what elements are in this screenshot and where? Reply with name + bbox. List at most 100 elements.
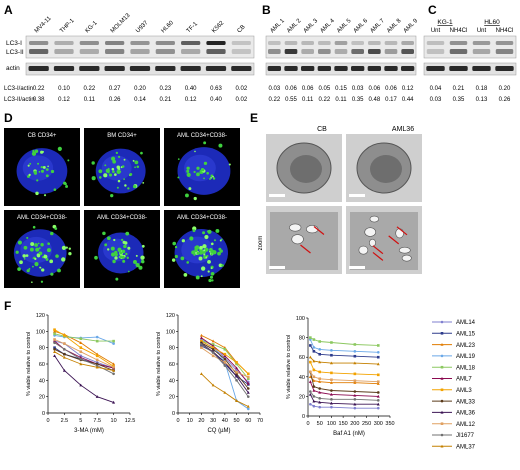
lc3-puncta bbox=[26, 236, 29, 239]
lc3-puncta bbox=[209, 178, 211, 180]
band-label-lc3-ii: LC3-II bbox=[6, 49, 24, 56]
lc3-puncta bbox=[196, 172, 200, 177]
lc3-i-actin-value: 0.06 bbox=[285, 86, 297, 92]
lc3-puncta bbox=[50, 272, 54, 276]
lc3-puncta bbox=[45, 174, 49, 178]
lc3-puncta bbox=[212, 175, 214, 178]
lc3-puncta bbox=[65, 246, 68, 249]
lc3-puncta bbox=[111, 156, 116, 161]
x-tick-label: 20 bbox=[198, 418, 204, 424]
actin-band bbox=[367, 66, 381, 71]
data-point bbox=[309, 370, 312, 374]
lane-label: AML 9 bbox=[403, 18, 420, 35]
data-point bbox=[309, 336, 312, 339]
panel-b-lane-labels: AML 1 AML 2 AML 3 AML 4 AML 5 AML 6 AML 7 AML 8… bbox=[270, 18, 420, 35]
legend-label: AML3 bbox=[456, 388, 472, 394]
lane-label: TF-1 bbox=[186, 21, 200, 35]
lane-label: AML 3 bbox=[303, 18, 320, 35]
lc3-puncta bbox=[42, 165, 46, 169]
actin-band bbox=[472, 66, 491, 71]
data-point bbox=[79, 355, 83, 359]
lc3-puncta bbox=[140, 259, 145, 264]
data-point bbox=[312, 375, 316, 379]
y-tick-label: 60 bbox=[169, 362, 175, 368]
autophagosome bbox=[291, 234, 304, 245]
autophagosome bbox=[369, 238, 376, 247]
lc3-puncta bbox=[117, 179, 121, 183]
lc3-puncta bbox=[40, 150, 44, 154]
lc3-puncta bbox=[218, 143, 223, 148]
lc3-puncta bbox=[119, 170, 122, 173]
data-point bbox=[330, 405, 333, 409]
data-point bbox=[353, 406, 357, 410]
lc3-ii-band bbox=[54, 49, 74, 54]
x-tick-label: 30 bbox=[210, 418, 216, 424]
lc3-puncta bbox=[106, 236, 111, 241]
lc3-i-band bbox=[351, 41, 364, 45]
panel-a-lane-labels: MV4-11 THP-1 KG-1 MOLM13 U937 HL60 TF-1 K562 CB bbox=[34, 12, 247, 34]
lc3-ii-actin-value: 0.02 bbox=[235, 97, 247, 103]
data-point bbox=[353, 354, 357, 358]
x-tick-label: 0 bbox=[306, 421, 309, 427]
panel-f-letter: F bbox=[4, 299, 11, 313]
lc3-ii-band bbox=[334, 49, 348, 54]
actin-band bbox=[384, 66, 398, 71]
lc3-puncta bbox=[47, 165, 49, 168]
legend-label: AML15 bbox=[456, 332, 476, 338]
data-point bbox=[235, 379, 238, 382]
legend-marker bbox=[440, 320, 444, 324]
panel-c-values: 0.04 0.03 0.21 0.35 0.18 0.13 0.20 0.26 bbox=[430, 86, 511, 103]
data-point bbox=[211, 348, 215, 351]
em-col-label-aml36: AML36 bbox=[392, 126, 414, 133]
lc3-puncta bbox=[215, 229, 220, 233]
lc3-puncta bbox=[196, 166, 200, 170]
data-point bbox=[318, 380, 322, 383]
lc3-i-band bbox=[130, 41, 150, 45]
lc3-puncta bbox=[133, 259, 137, 264]
data-point bbox=[376, 373, 380, 377]
x-tick-label: 200 bbox=[350, 421, 359, 427]
y-tick-label: 0 bbox=[302, 414, 305, 420]
lc3-puncta bbox=[174, 245, 178, 249]
data-point bbox=[199, 372, 203, 375]
data-point bbox=[312, 359, 316, 363]
lc3-puncta bbox=[210, 267, 213, 270]
lc3-i-band bbox=[231, 41, 251, 45]
lc3-ii-band bbox=[449, 49, 468, 54]
lc3-ii-actin-value: 0.11 bbox=[335, 97, 347, 103]
row-label-lc3-ii-actin: LC3-II/actin bbox=[4, 97, 35, 103]
series-line bbox=[201, 343, 249, 393]
panel-a-lc3-blot bbox=[25, 35, 255, 59]
data-point bbox=[199, 333, 203, 337]
data-point bbox=[376, 399, 380, 402]
legend-marker bbox=[440, 388, 444, 392]
lc3-puncta bbox=[186, 166, 190, 170]
lc3-i-band bbox=[155, 41, 175, 45]
y-tick-label: 20 bbox=[299, 394, 305, 400]
lc3-puncta bbox=[180, 256, 185, 261]
data-point bbox=[223, 348, 227, 351]
data-point bbox=[330, 341, 333, 344]
lane-label: AML 1 bbox=[270, 18, 287, 35]
lc3-puncta bbox=[126, 256, 129, 260]
data-point bbox=[223, 357, 227, 361]
x-tick-label: 50 bbox=[234, 418, 240, 424]
lc3-puncta bbox=[35, 247, 40, 252]
legend-marker bbox=[440, 332, 444, 335]
data-point bbox=[211, 354, 215, 358]
lc3-puncta bbox=[112, 259, 116, 264]
actin-band bbox=[284, 66, 298, 71]
lc3-puncta bbox=[28, 267, 31, 270]
x-tick-label: 40 bbox=[222, 418, 228, 424]
lane-label: MV4-11 bbox=[34, 15, 53, 34]
lc3-puncta bbox=[23, 245, 28, 250]
lc3-puncta bbox=[127, 270, 130, 273]
lc3-puncta bbox=[129, 172, 133, 176]
lc3-puncta bbox=[105, 168, 110, 173]
data-point bbox=[312, 399, 316, 403]
series-line bbox=[309, 394, 379, 405]
lc3-puncta bbox=[206, 230, 209, 233]
lc3-puncta bbox=[196, 251, 200, 255]
data-point bbox=[309, 402, 312, 406]
